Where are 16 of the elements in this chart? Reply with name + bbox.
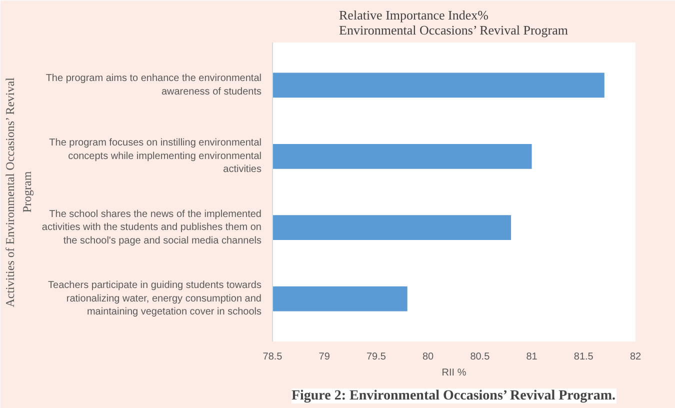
y-tick-label: The program focuses on instilling environmental concepts while implementing environmental activities xyxy=(49,138,262,176)
chart-title: Relative Importance Index% Environmental Occasions’ Revival Program xyxy=(339,8,568,38)
x-tick-label: 79 xyxy=(318,352,330,362)
x-tick-label: 80 xyxy=(422,352,434,362)
x-tick-label: 80.5 xyxy=(470,352,490,362)
x-tick-label: 81.5 xyxy=(574,352,594,362)
y-axis-title: Activities of Environmental Occasions’ Revival Program xyxy=(3,76,34,308)
x-axis-title: RII % xyxy=(442,368,466,378)
x-tick-label: 78.5 xyxy=(262,352,283,362)
y-tick-label: Teachers participate in guiding students towards rationalizing water, energy consumption and maintaining vegetation cover in schools xyxy=(48,280,262,318)
x-tick-label: 82 xyxy=(630,352,642,362)
x-tick-label: 81 xyxy=(526,352,538,362)
y-tick-label: The school shares the news of the implemented activities with the students and publishes them on the school's page and social media channels xyxy=(42,208,262,246)
x-tick-label: 79.5 xyxy=(366,352,386,362)
caption: Figure 2: Environmental Occasions’ Revival Program. xyxy=(291,388,616,404)
y-tick-label: The program aims to enhance the environmental awareness of students xyxy=(46,73,262,98)
